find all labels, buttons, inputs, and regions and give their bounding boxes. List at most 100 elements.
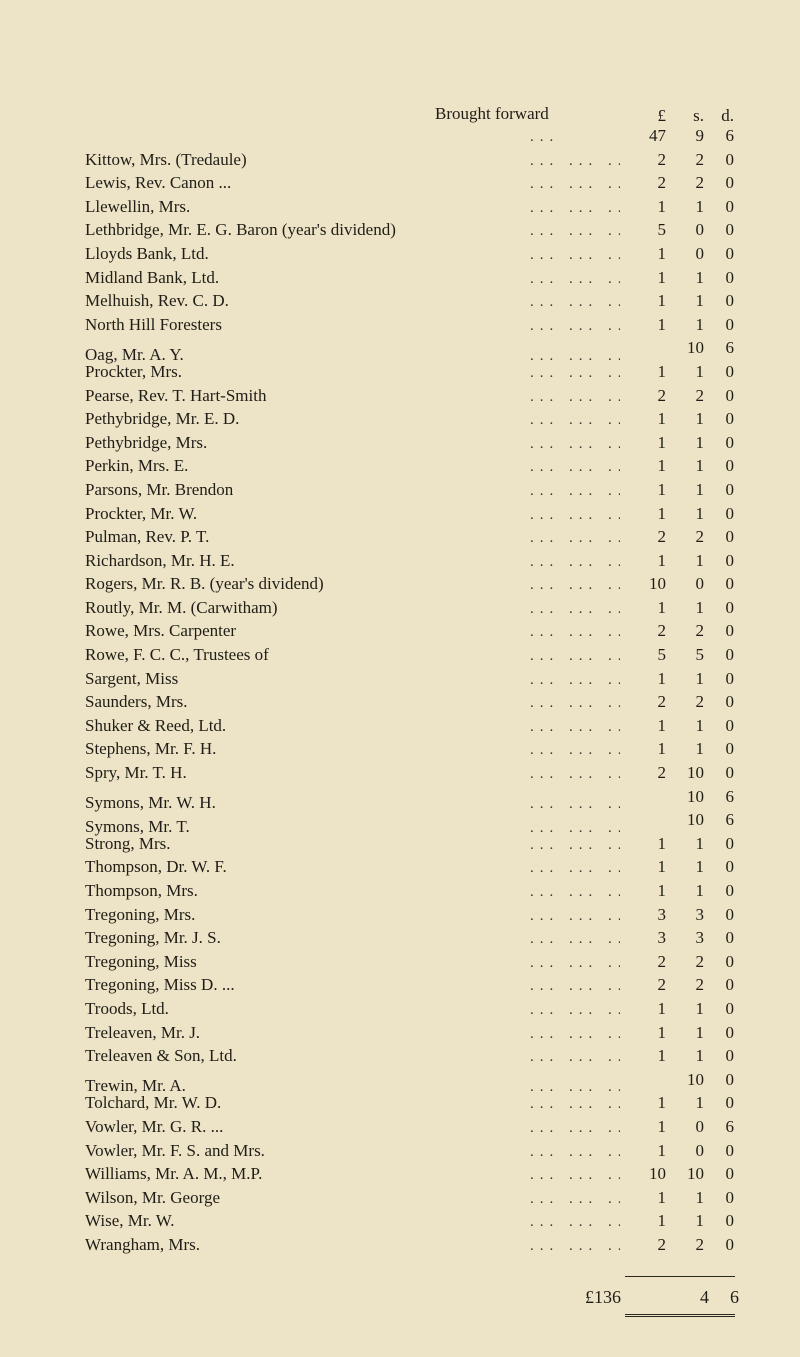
leader-dots: ... ... ... <box>530 1117 620 1141</box>
amount-s: 10 <box>666 808 704 832</box>
entry-row: Lloyds Bank, Ltd.... ... ...100 <box>85 242 740 266</box>
amount-s: 2 <box>666 384 704 408</box>
leader-dots: ... ... ... <box>530 857 620 881</box>
entry-name: Wilson, Mr. George <box>85 1186 530 1210</box>
amount-l: 1 <box>620 549 666 573</box>
amount-s: 1 <box>666 454 704 478</box>
entry-amount: 220 <box>620 973 740 997</box>
entry-row: Tolchard, Mr. W. D.... ... ...110 <box>85 1091 740 1115</box>
leader-dots: ... ... ... <box>530 197 620 221</box>
entry-row: Perkin, Mrs. E.... ... ...110 <box>85 454 740 478</box>
amount-l: 1 <box>620 502 666 526</box>
entry-name: Vowler, Mr. F. S. and Mrs. <box>85 1139 530 1163</box>
amount-s: 0 <box>666 572 704 596</box>
entry-name: Rowe, F. C. C., Trustees of <box>85 643 530 667</box>
amount-l: 1 <box>620 667 666 691</box>
entry-amount: 110 <box>620 1044 740 1068</box>
entry-amount: 220 <box>620 690 740 714</box>
total-row: £136 4 6 <box>585 1287 745 1308</box>
entry-name: Kittow, Mrs. (Tredaule) <box>85 148 530 172</box>
entry-name: Strong, Mrs. <box>85 832 530 856</box>
amount-d: 0 <box>704 903 734 927</box>
amount-d: 0 <box>704 431 734 455</box>
amount-l: 1 <box>620 832 666 856</box>
leader-dots: ... ... ... <box>530 834 620 858</box>
amount-d: 0 <box>704 454 734 478</box>
entry-amount: 100 <box>620 242 740 266</box>
amount-d: 0 <box>704 643 734 667</box>
amount-l: 5 <box>620 643 666 667</box>
amount-l: 1 <box>620 1091 666 1115</box>
amount-d: 0 <box>704 1068 734 1092</box>
entry-amount: 110 <box>620 1091 740 1115</box>
amount-l: 1 <box>620 1186 666 1210</box>
amount-s: 1 <box>666 832 704 856</box>
leader-dots: ... ... ... <box>530 244 620 268</box>
entry-amount: 220 <box>620 148 740 172</box>
entry-name: Parsons, Mr. Brendon <box>85 478 530 502</box>
entry-name: Thompson, Dr. W. F. <box>85 855 530 879</box>
amount-l: 2 <box>620 384 666 408</box>
leader-dots: ... ... ... <box>530 173 620 197</box>
amount-d: 0 <box>704 242 734 266</box>
leader-dots: ... ... ... <box>530 268 620 292</box>
entry-name: Llewellin, Mrs. <box>85 195 530 219</box>
amount-d: 0 <box>704 218 734 242</box>
amount-l <box>620 808 666 832</box>
amount-d: 0 <box>704 572 734 596</box>
leader-dots: ... ... ... <box>530 975 620 999</box>
amount-s: 1 <box>666 502 704 526</box>
amount-s: 1 <box>666 431 704 455</box>
amount-s: 2 <box>666 171 704 195</box>
entry-row: Melhuish, Rev. C. D.... ... ...110 <box>85 289 740 313</box>
total-pence: 6 <box>709 1287 739 1308</box>
leader-dots: ... ... ... <box>530 999 620 1023</box>
entry-row: Williams, Mr. A. M., M.P.... ... ...1010… <box>85 1162 740 1186</box>
entry-row: Pethybridge, Mrs.... ... ...110 <box>85 431 740 455</box>
leader-dots: ... ... ... <box>530 456 620 480</box>
entry-amount: 110 <box>620 1021 740 1045</box>
leader-dots: ... ... ... <box>530 291 620 315</box>
amount-l: 1 <box>620 266 666 290</box>
entry-row: Rogers, Mr. R. B. (year's dividend)... .… <box>85 572 740 596</box>
amount-d: 0 <box>704 289 734 313</box>
leader-dots: ... ... ... <box>530 1141 620 1165</box>
leader-dots: ... ... ... <box>530 905 620 929</box>
amount-l <box>620 1068 666 1092</box>
amount-l: 1 <box>620 407 666 431</box>
leader-dots: ... ... ... <box>530 621 620 645</box>
amount-s: 2 <box>666 690 704 714</box>
leader-dots: ... ... ... <box>530 692 620 716</box>
leader-dots: ... ... ... <box>530 1188 620 1212</box>
amount-d: 0 <box>704 1139 734 1163</box>
amount-l: 1 <box>620 360 666 384</box>
entry-row: Saunders, Mrs.... ... ...220 <box>85 690 740 714</box>
entry-amount: 110 <box>620 478 740 502</box>
entry-name: Vowler, Mr. G. R. ... <box>85 1115 530 1139</box>
amount-s: 1 <box>666 879 704 903</box>
amount-l: 10 <box>620 1162 666 1186</box>
amount-d: 6 <box>704 808 734 832</box>
entry-amount: 220 <box>620 1233 740 1257</box>
bf-shillings: 9 <box>666 124 704 148</box>
entry-amount: 110 <box>620 596 740 620</box>
amount-l: 2 <box>620 761 666 785</box>
entry-name: Pearse, Rev. T. Hart-Smith <box>85 384 530 408</box>
amount-l: 2 <box>620 1233 666 1257</box>
amount-d: 0 <box>704 997 734 1021</box>
amount-d: 0 <box>704 525 734 549</box>
amount-d: 0 <box>704 950 734 974</box>
amount-l: 2 <box>620 148 666 172</box>
amount-s: 1 <box>666 855 704 879</box>
leader-dots: ... ... ... <box>530 1046 620 1070</box>
entry-name: Symons, Mr. W. H. <box>85 791 530 815</box>
amount-s: 3 <box>666 903 704 927</box>
total-shillings: 4 <box>673 1287 709 1308</box>
amount-l: 1 <box>620 195 666 219</box>
entry-row: Shuker & Reed, Ltd.... ... ...110 <box>85 714 740 738</box>
amount-s: 0 <box>666 242 704 266</box>
entry-row: North Hill Foresters... ... ...110 <box>85 313 740 337</box>
entry-row: Rowe, Mrs. Carpenter... ... ...220 <box>85 619 740 643</box>
amount-d: 0 <box>704 407 734 431</box>
amount-s: 10 <box>666 336 704 360</box>
